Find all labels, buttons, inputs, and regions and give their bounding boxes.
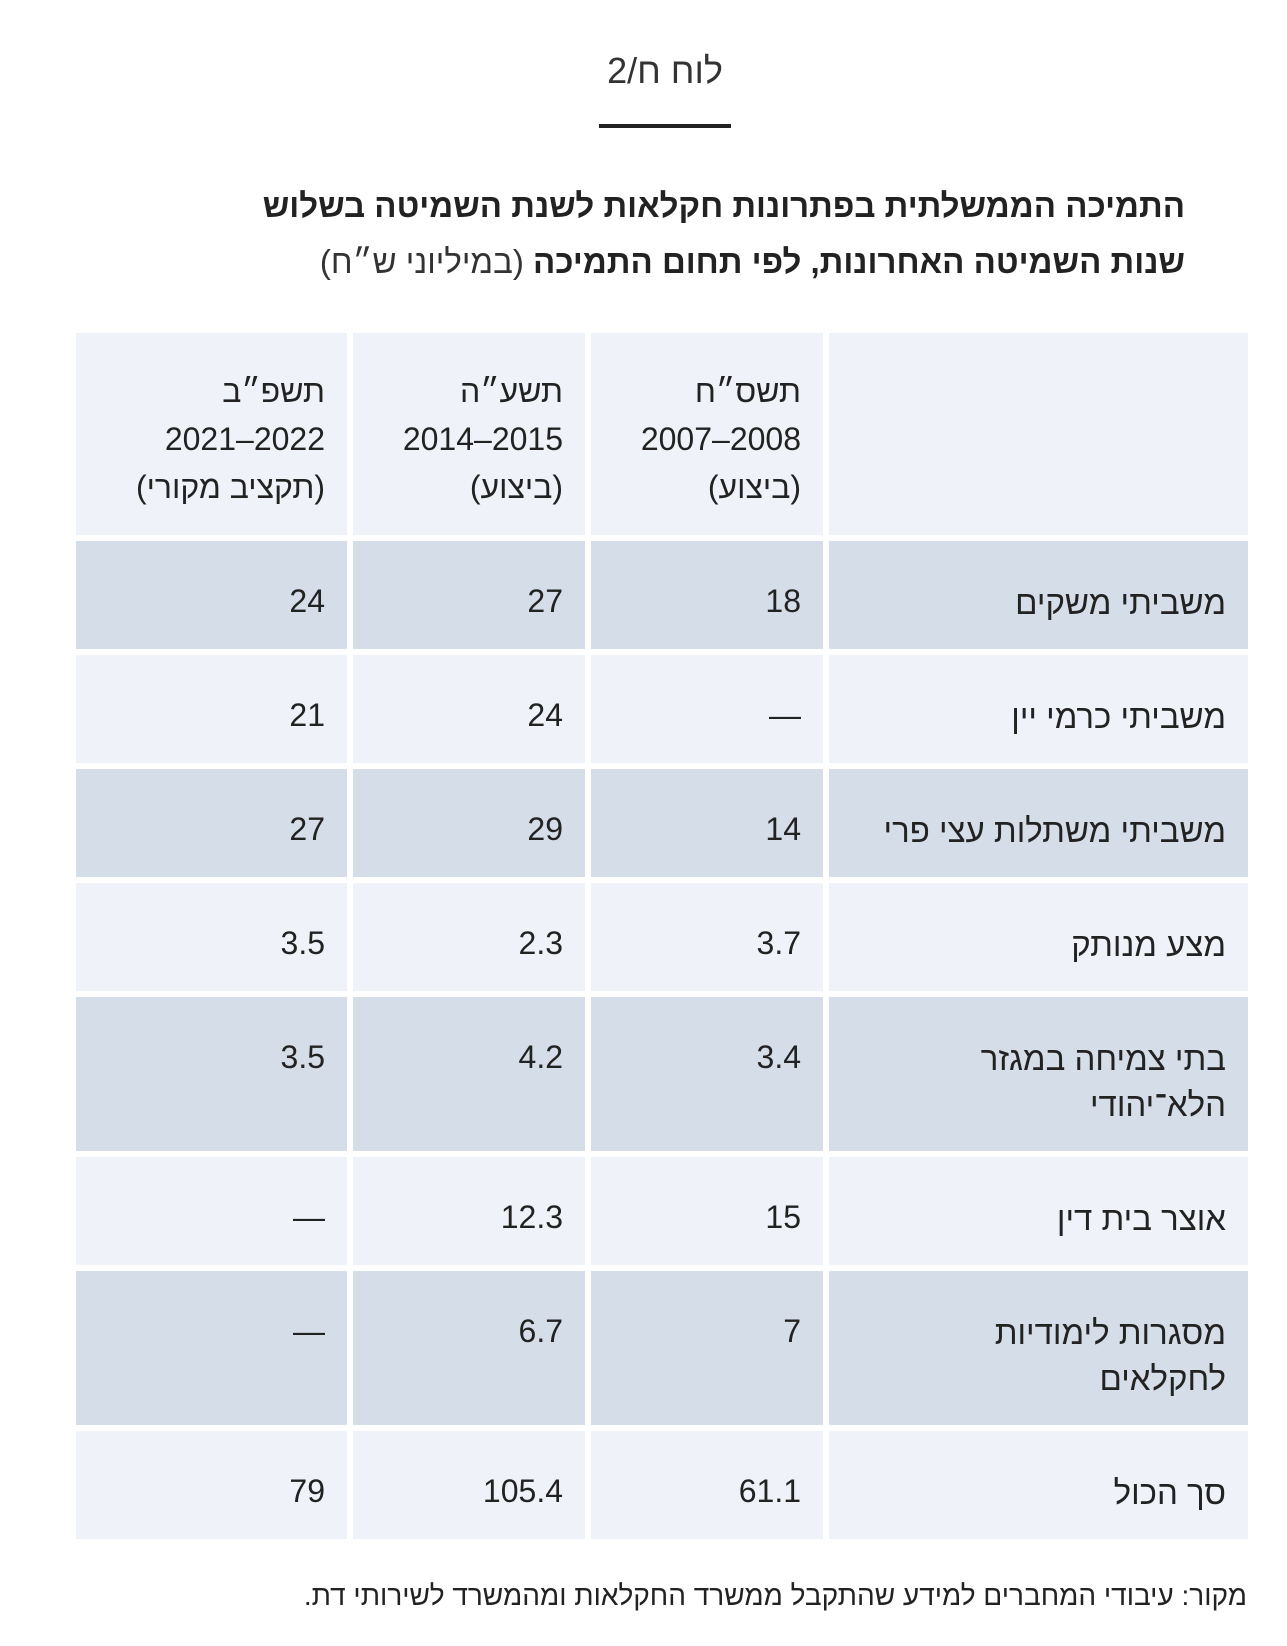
header-cell-2022: תשפ״ב 2022–2021 (תקציב מקורי)	[76, 333, 347, 535]
row-label: משביתי משתלות עצי פרי	[829, 769, 1248, 877]
table-caption: לוח ח/2	[607, 50, 723, 91]
table-cell: 27	[353, 541, 585, 649]
table-cell: 3.4	[591, 997, 823, 1151]
header-note: (ביצוע)	[707, 469, 801, 505]
header-range: 2008–2007	[640, 421, 801, 457]
header-cell-label	[829, 333, 1248, 535]
header-cell-2008: תשס״ח 2008–2007 (ביצוע)	[591, 333, 823, 535]
caption-underline	[599, 124, 731, 128]
data-table: תשפ״ב 2022–2021 (תקציב מקורי) תשע״ה 2015…	[76, 333, 1248, 1539]
header-cell-2015: תשע״ה 2015–2014 (ביצוע)	[353, 333, 585, 535]
table-cell: 29	[353, 769, 585, 877]
title-line-2: שנות השמיטה האחרונות, לפי תחום התמיכה (ב…	[125, 234, 1185, 290]
header-note: (תקציב מקורי)	[135, 469, 325, 505]
total-cell: 79	[76, 1431, 347, 1539]
table-cell: 24	[353, 655, 585, 763]
total-cell: 61.1	[591, 1431, 823, 1539]
table-cell: 4.2	[353, 997, 585, 1151]
table-cell: —	[591, 655, 823, 763]
table-cell: 15	[591, 1157, 823, 1265]
table-cell: 3.7	[591, 883, 823, 991]
row-label: אוצר בית דין	[829, 1157, 1248, 1265]
header-year: תשע״ה	[459, 373, 563, 409]
title-line-2-bold: שנות השמיטה האחרונות, לפי תחום התמיכה	[532, 243, 1185, 280]
table-cell: 3.5	[76, 883, 347, 991]
row-label: מצע מנותק	[829, 883, 1248, 991]
table-cell: 12.3	[353, 1157, 585, 1265]
header-range: 2015–2014	[402, 421, 563, 457]
header-year: תשס״ח	[694, 373, 801, 409]
row-label: בתי צמיחה במגזר הלא־יהודי	[829, 997, 1248, 1151]
total-cell: 105.4	[353, 1431, 585, 1539]
title-line-1: התמיכה הממשלתית בפתרונות חקלאות לשנת השמ…	[262, 187, 1185, 224]
header-range: 2022–2021	[164, 421, 325, 457]
table-cell: 6.7	[353, 1271, 585, 1425]
table-cell: 7	[591, 1271, 823, 1425]
row-label: משביתי כרמי יין	[829, 655, 1248, 763]
table-cell: 21	[76, 655, 347, 763]
row-label: משביתי משקים	[829, 541, 1248, 649]
table-cell: 2.3	[353, 883, 585, 991]
header-year: תשפ״ב	[222, 373, 325, 409]
total-label: סך הכול	[829, 1431, 1248, 1539]
table-cell: —	[76, 1271, 347, 1425]
table-cell: 24	[76, 541, 347, 649]
table-cell: 14	[591, 769, 823, 877]
source-note: מקור: עיבודי המחברים למידע שהתקבל ממשרד …	[303, 1580, 1247, 1611]
row-label: מסגרות לימודיות לחקלאים	[829, 1271, 1248, 1425]
table-cell: 27	[76, 769, 347, 877]
header-note: (ביצוע)	[469, 469, 563, 505]
table-cell: 3.5	[76, 997, 347, 1151]
table-cell: —	[76, 1157, 347, 1265]
table-cell: 18	[591, 541, 823, 649]
title-unit: (במיליוני ש״ח)	[319, 243, 524, 280]
table-title: התמיכה הממשלתית בפתרונות חקלאות לשנת השמ…	[125, 178, 1185, 290]
